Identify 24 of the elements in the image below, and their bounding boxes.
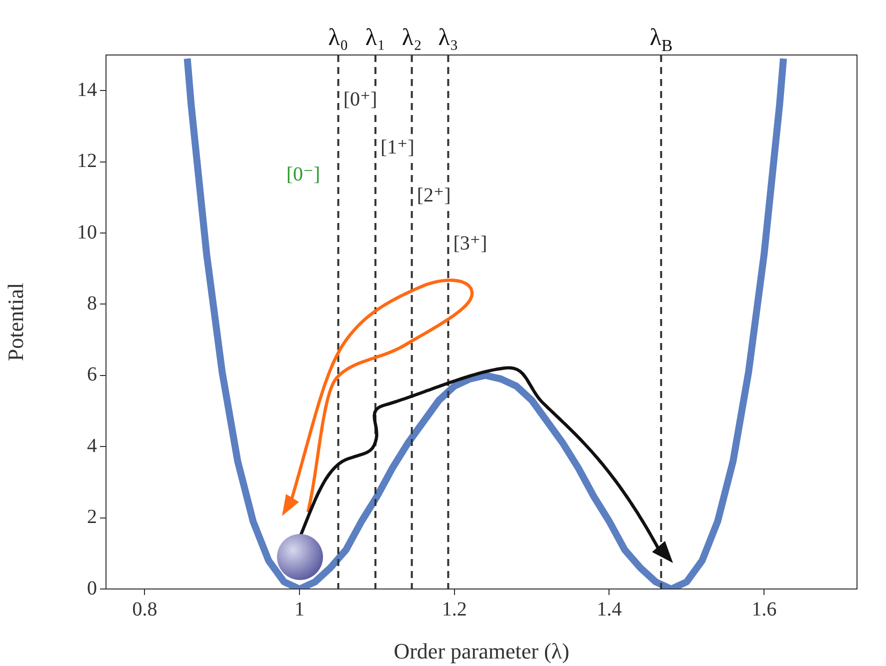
x-axis-title: Order parameter (λ) bbox=[394, 638, 570, 664]
ref-line-label: λ₀ bbox=[328, 25, 348, 51]
y-tick-label: 0 bbox=[87, 577, 97, 600]
x-tick-label: 1 bbox=[294, 598, 305, 620]
y-tick-label: 2 bbox=[87, 506, 97, 528]
y-tick-label: 10 bbox=[77, 221, 97, 244]
annotation: [3⁺] bbox=[453, 232, 488, 254]
ref-line-label: λ₃ bbox=[438, 25, 458, 51]
y-tick-label: 12 bbox=[77, 150, 97, 172]
ref-line-label: λ₁ bbox=[365, 25, 386, 51]
x-tick-label: 1.6 bbox=[752, 598, 777, 620]
x-tick-label: 1.2 bbox=[442, 598, 467, 620]
annotation: [0⁺] bbox=[343, 88, 378, 110]
x-tick-label: 0.8 bbox=[132, 598, 158, 620]
ref-line-label: λ₂ bbox=[402, 25, 422, 51]
annotation: [0⁻] bbox=[286, 163, 320, 186]
y-tick-label: 6 bbox=[87, 364, 97, 386]
annotation: [2⁺] bbox=[416, 184, 451, 206]
y-tick-label: 4 bbox=[87, 434, 97, 457]
annotation: [1⁺] bbox=[380, 136, 414, 158]
y-tick-label: 8 bbox=[87, 292, 97, 314]
y-tick-label: 14 bbox=[77, 78, 97, 101]
y-axis-title: Potential bbox=[2, 282, 28, 362]
x-tick-label: 1.4 bbox=[596, 598, 622, 620]
